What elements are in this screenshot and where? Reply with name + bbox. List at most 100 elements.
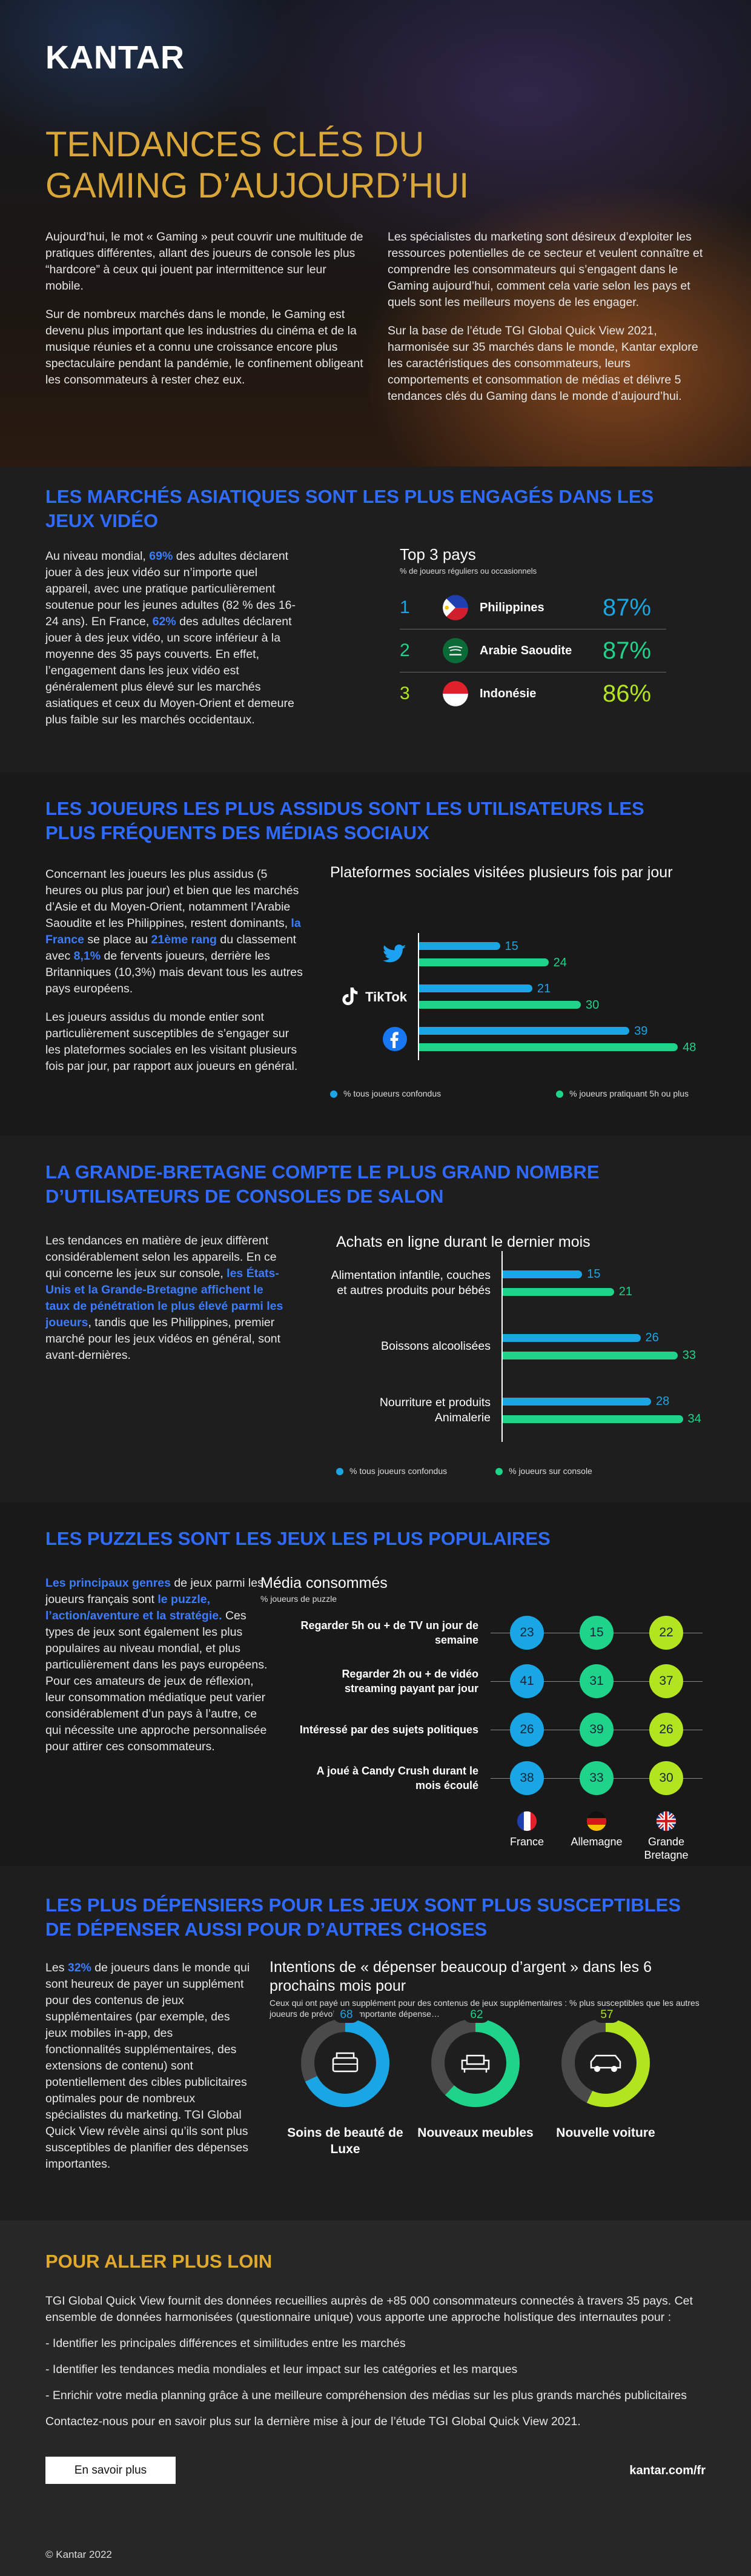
bubble-value: 30 <box>659 1771 673 1785</box>
bar <box>419 984 532 992</box>
value-label: 57 <box>600 2008 614 2021</box>
axis-line <box>501 1251 503 1442</box>
legend: % tous joueurs confondus % joueurs sur co… <box>336 1466 592 1476</box>
legend-label: % tous joueurs confondus <box>349 1466 448 1476</box>
section-text: Au niveau mondial, 69% des adultes décla… <box>45 548 306 740</box>
text: - Identifier les tendances media mondial… <box>45 2363 518 2376</box>
legend-dot <box>336 1468 343 1476</box>
donut-label: Nouvelle voiture <box>556 2126 655 2140</box>
logo: KANTAR <box>45 39 185 76</box>
section-text: Concernant les joueurs les plus assidus … <box>45 866 306 1087</box>
icon-part <box>611 2066 617 2072</box>
bar <box>503 1287 614 1296</box>
section: POUR ALLER PLUS LOIN TGI Global Quick Vi… <box>0 2220 751 2576</box>
value-label: 21 <box>618 1285 632 1298</box>
category-text: Nourriture et produits Animalerie <box>379 1395 491 1424</box>
donut <box>561 2019 650 2107</box>
highlight: 8,1% <box>73 949 101 963</box>
bubble: 30 <box>649 1761 683 1795</box>
value-label: 21 <box>537 981 551 995</box>
cta-button[interactable]: En savoir plus <box>45 2457 176 2484</box>
hero: KANTAR TENDANCES CLÉS DU GAMING D’AUJOURD… <box>0 0 751 466</box>
bar-chart: 15 24 TikTok 21 30 39 48 <box>330 933 724 1060</box>
section-text: Les 32% de joueurs dans le monde qui son… <box>45 1960 251 2185</box>
site-link[interactable]: kantar.com/fr <box>629 2464 706 2477</box>
text: du classement avec <box>45 933 297 963</box>
top3-row: 1 Philippines 87% <box>400 586 666 629</box>
bubble: 23 <box>510 1616 544 1650</box>
value-label: 28 <box>656 1395 670 1408</box>
icon-part <box>461 2054 490 2070</box>
value-label: 15 <box>587 1267 601 1281</box>
donut-icon <box>461 2054 490 2073</box>
paragraph: Au niveau mondial, 69% des adultes décla… <box>45 548 306 728</box>
donut <box>431 2019 520 2107</box>
bubble-value: 26 <box>520 1722 534 1736</box>
country: Philippines <box>480 600 544 614</box>
platform-icon <box>383 944 406 963</box>
category-label <box>330 933 407 975</box>
top3-box: Top 3 pays % de joueurs réguliers ou occ… <box>400 545 666 715</box>
bubble-chart: Regarder 5h ou + de TV un jour de semain… <box>254 1608 727 1861</box>
bubble-value: 23 <box>520 1625 534 1639</box>
section: LES MARCHÉS ASIATIQUES SONT LES PLUS ENG… <box>0 466 751 772</box>
donut-icon <box>332 2052 359 2073</box>
flag <box>517 1811 537 1831</box>
top3-row: 2 Arabie Saoudite 87% <box>400 629 666 672</box>
category-label: Nourriture et produits Animalerie <box>324 1378 491 1442</box>
bar-chart: Alimentation infantile, couches et autre… <box>324 1251 736 1442</box>
text: Les tendances en matière de jeux diffère… <box>45 1234 277 1280</box>
legend-dot <box>556 1090 564 1098</box>
value-badge: 62 <box>463 2007 490 2023</box>
rank: 1 <box>400 597 410 617</box>
legend-label: % joueurs sur console <box>509 1466 592 1476</box>
value: 87% <box>603 637 652 664</box>
value: 86% <box>603 680 652 707</box>
text: Les joueurs assidus du monde entier sont… <box>45 1011 298 1073</box>
category-text: TikTok <box>365 989 407 1004</box>
icon-part <box>463 2069 488 2073</box>
hero-title: TENDANCES CLÉS DU GAMING D’AUJOURD’HUI <box>45 124 469 207</box>
chart-title: Média consommés <box>260 1575 388 1592</box>
value-badge: 57 <box>594 2007 620 2023</box>
top3-subtitle: % de joueurs réguliers ou occasionnels <box>400 566 537 576</box>
donut-label: Soins de beauté de Luxe <box>287 2126 403 2156</box>
icon-part <box>590 2054 621 2069</box>
bubble: 38 <box>510 1761 544 1795</box>
bubble: 37 <box>649 1664 683 1698</box>
paragraph: Les spécialistes du marketing sont désir… <box>388 229 706 311</box>
column-label: France <box>509 1836 544 1848</box>
paragraph: - Identifier les tendances media mondial… <box>45 2362 706 2378</box>
title-line: GAMING D’AUJOURD’HUI <box>45 166 469 205</box>
rank: 2 <box>400 640 410 660</box>
value-label: 24 <box>553 955 567 969</box>
section-heading: POUR ALLER PLUS LOIN <box>45 2251 273 2272</box>
highlight: 69% <box>149 549 173 563</box>
legend-item: % tous joueurs confondus <box>336 1466 447 1476</box>
highlight: le puzzle, l’action/aventure et la strat… <box>45 1593 222 1622</box>
value-label: 48 <box>683 1040 696 1054</box>
chart-title: Achats en ligne durant le dernier mois <box>336 1233 591 1250</box>
donut <box>301 2019 389 2107</box>
bubble-value: 37 <box>659 1674 673 1688</box>
paragraph: Les principaux genres de jeux parmi les … <box>45 1575 270 1755</box>
legend: % tous joueurs confondus % joueurs pratiq… <box>330 1089 689 1098</box>
paragraph: - Identifier les principales différences… <box>45 2335 706 2352</box>
row-label: Intéressé par des sujets politiques <box>299 1724 478 1736</box>
legend-label: % joueurs pratiquant 5h ou plus <box>569 1089 689 1098</box>
bar <box>503 1270 583 1278</box>
platform-icon <box>342 988 358 1006</box>
highlight: les États-Unis et la Grande-Bretagne aff… <box>45 1267 283 1329</box>
text: - Identifier les principales différences… <box>45 2337 406 2350</box>
bubble: 26 <box>649 1713 683 1747</box>
text: de joueurs dans le monde qui sont heureu… <box>45 1961 250 2171</box>
donut-arc <box>561 2019 650 2107</box>
column-label: Allemagne <box>571 1836 623 1848</box>
paragraph: Contactez-nous pour en savoir plus sur l… <box>45 2414 706 2430</box>
value-label: 15 <box>505 939 518 953</box>
row-label: A joué à Candy Crush durant le mois écou… <box>316 1765 478 1791</box>
country: Arabie Saoudite <box>480 643 572 657</box>
legend-label: % tous joueurs confondus <box>343 1089 442 1098</box>
paragraph: Concernant les joueurs les plus assidus … <box>45 866 306 997</box>
donut-icon <box>590 2054 621 2072</box>
